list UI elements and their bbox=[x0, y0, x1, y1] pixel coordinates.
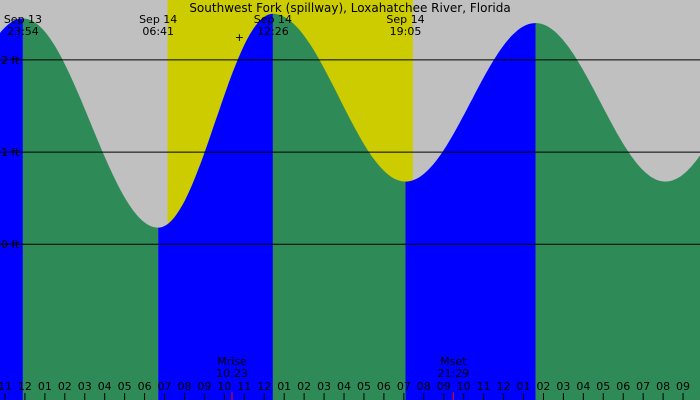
hour-tick-label: 03 bbox=[317, 380, 331, 393]
extremum-date: Sep 14 bbox=[254, 13, 292, 26]
chart-title: Southwest Fork (spillway), Loxahatchee R… bbox=[189, 1, 510, 15]
hour-tick-label: 04 bbox=[98, 380, 112, 393]
moon-event-label: Mrise bbox=[217, 355, 247, 368]
falling-tide-segment bbox=[535, 23, 700, 400]
height-gridlines bbox=[0, 59, 700, 245]
rising-tide-segment bbox=[405, 23, 536, 400]
height-label: 2 ft bbox=[1, 54, 20, 67]
hour-tick-label: 05 bbox=[357, 380, 371, 393]
hour-axis: 11 12 01 02 03 04 05 06 07 08 09 10 11 12 01 02 03 04 05 06… bbox=[0, 380, 690, 400]
height-label: 0 ft bbox=[1, 238, 20, 251]
extremum-date: Sep 13 bbox=[4, 13, 42, 26]
hour-tick-label: 11 bbox=[0, 380, 12, 393]
hour-tick-label: 10 bbox=[457, 380, 471, 393]
hour-tick-label: 01 bbox=[38, 380, 52, 393]
hour-tick-label: 11 bbox=[237, 380, 251, 393]
hour-tick-label: 07 bbox=[397, 380, 411, 393]
hour-tick-label: 03 bbox=[78, 380, 92, 393]
hour-tick-label: 02 bbox=[58, 380, 72, 393]
hour-tick-label: 09 bbox=[676, 380, 690, 393]
hour-tick-label: 02 bbox=[297, 380, 311, 393]
rising-tide-segment bbox=[0, 18, 23, 400]
extremum-time: 19:05 bbox=[390, 25, 422, 38]
hour-tick-label: 08 bbox=[656, 380, 670, 393]
hour-tick-label: 07 bbox=[636, 380, 650, 393]
hour-tick-label: 11 bbox=[477, 380, 491, 393]
height-label: 1 ft bbox=[1, 146, 20, 159]
extremum-date: Sep 14 bbox=[139, 13, 177, 26]
falling-tide-segment bbox=[272, 13, 406, 400]
moon-event-time: 10:23 bbox=[216, 367, 248, 380]
extremum-time: 23:54 bbox=[7, 25, 39, 38]
hour-tick-label: 05 bbox=[118, 380, 132, 393]
rising-tide-segment bbox=[158, 13, 273, 400]
hour-tick-label: 06 bbox=[377, 380, 391, 393]
extremum-time: 12:26 bbox=[257, 25, 289, 38]
hour-tick-label: 10 bbox=[217, 380, 231, 393]
hour-tick-label: 03 bbox=[556, 380, 570, 393]
extremum-time: 06:41 bbox=[142, 25, 174, 38]
hour-tick-label: 05 bbox=[596, 380, 610, 393]
hour-tick-label: 06 bbox=[616, 380, 630, 393]
falling-tide-segment bbox=[22, 18, 159, 400]
tide-area bbox=[0, 13, 700, 400]
hour-tick-label: 06 bbox=[138, 380, 152, 393]
hour-tick-label: 08 bbox=[177, 380, 191, 393]
hour-tick-label: 04 bbox=[576, 380, 590, 393]
hour-tick-label: 04 bbox=[337, 380, 351, 393]
hour-tick-label: 02 bbox=[536, 380, 550, 393]
hour-tick-label: 07 bbox=[158, 380, 172, 393]
hour-tick-label: 09 bbox=[197, 380, 211, 393]
moon-event-label: Mset bbox=[440, 355, 467, 368]
current-time-marker: + bbox=[235, 31, 244, 44]
extremum-date: Sep 14 bbox=[386, 13, 424, 26]
hour-tick-label: 12 bbox=[257, 380, 271, 393]
height-labels: 0 ft 1 ft 2 ft bbox=[1, 54, 20, 251]
moon-event-time: 21:29 bbox=[438, 367, 470, 380]
hour-tick-label: 09 bbox=[437, 380, 451, 393]
hour-tick-label: 12 bbox=[497, 380, 511, 393]
hour-tick-label: 12 bbox=[18, 380, 32, 393]
hour-tick-label: 08 bbox=[417, 380, 431, 393]
hour-tick-label: 01 bbox=[277, 380, 291, 393]
hour-tick-label: 01 bbox=[517, 380, 531, 393]
